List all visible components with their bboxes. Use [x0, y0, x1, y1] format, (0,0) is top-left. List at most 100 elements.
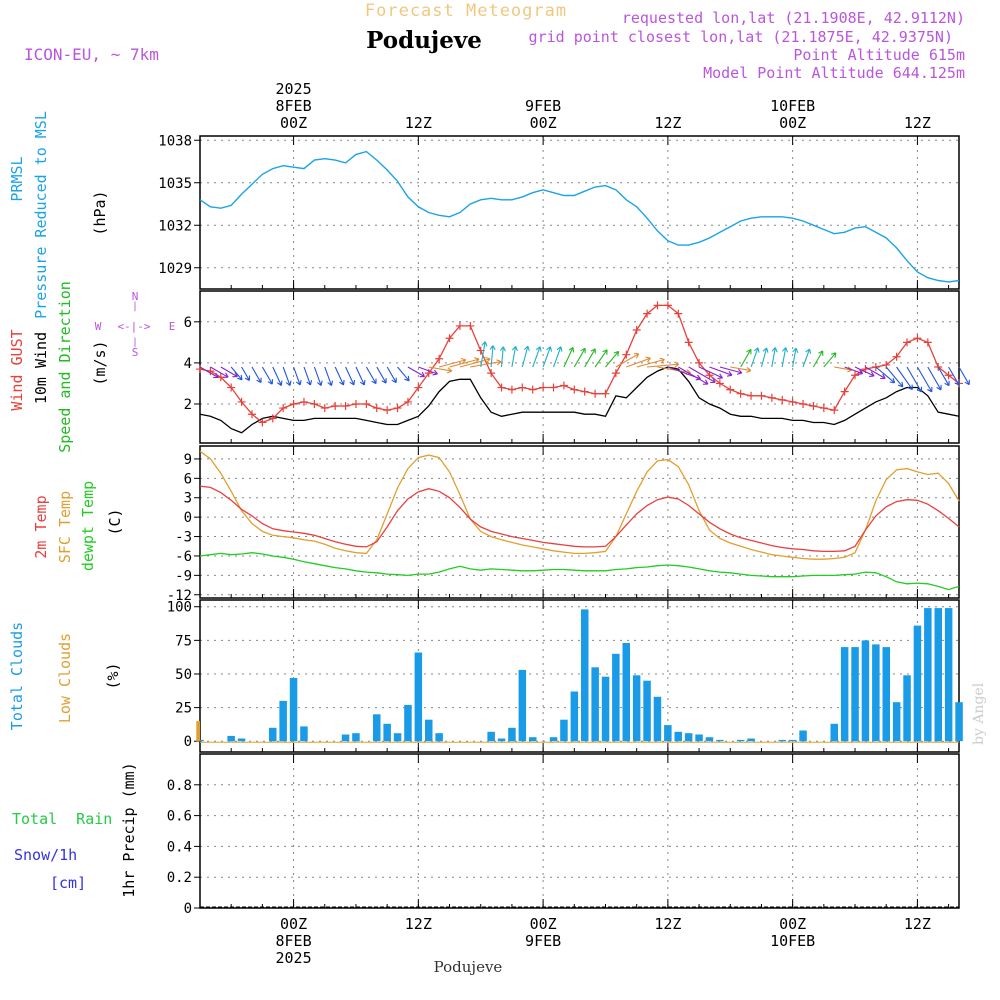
temp2m-label: 2m Temp — [32, 495, 50, 558]
gust-marker — [559, 381, 568, 390]
gust-marker — [913, 334, 922, 343]
wind-direction-arrow — [948, 366, 960, 386]
compass-w: W — [95, 320, 102, 333]
top-time-label: 12Z — [904, 114, 931, 132]
wind-label: 10m Wind — [32, 332, 50, 404]
y-tick-label: 1029 — [158, 261, 192, 277]
gust-marker — [393, 404, 402, 413]
point-altitude: Point Altitude 615m — [793, 46, 965, 64]
temp-unit: (C) — [106, 508, 124, 535]
gust-marker — [289, 399, 298, 408]
total-cloud-bar — [716, 739, 724, 742]
gust-marker — [674, 309, 683, 318]
wind-direction-arrow — [781, 347, 789, 368]
y-tick-label: -12 — [167, 588, 192, 604]
panel-frame — [199, 135, 960, 290]
gust-marker — [757, 391, 766, 400]
y-tick-label: 50 — [175, 667, 192, 683]
total-cloud-bar — [872, 644, 880, 742]
gust-marker — [487, 369, 496, 378]
gust-marker — [663, 301, 672, 310]
wind-direction-arrow — [552, 346, 563, 368]
panels: 1029 1032 1035 1038 PRMSL Pressure Reduced to… — [8, 111, 970, 917]
wind-direction-arrow — [760, 347, 769, 368]
gust-marker — [747, 391, 756, 400]
gust-marker — [819, 404, 828, 413]
wind-direction-arrow — [532, 346, 542, 368]
compass-e: E — [169, 320, 176, 333]
total-cloud-bar — [778, 739, 786, 742]
gust-marker — [372, 404, 381, 413]
gust-marker — [601, 389, 610, 398]
wind-direction-arrow — [241, 366, 251, 381]
y-tick-label: 9 — [184, 452, 192, 468]
wind-direction-arrow — [313, 366, 323, 387]
gust-marker — [684, 338, 693, 347]
wind-direction-arrow — [958, 366, 970, 386]
gust-marker — [351, 399, 360, 408]
wind-direction-arrow — [261, 366, 273, 385]
gust-marker — [809, 402, 818, 411]
gust-marker — [778, 395, 787, 404]
compass-bar-s: | — [132, 337, 138, 348]
gust-marker — [331, 402, 340, 411]
total-cloud-bar — [799, 730, 807, 742]
total-cloud-bar — [664, 725, 672, 742]
gust-marker — [455, 321, 464, 330]
wind-direction-arrow — [740, 348, 752, 368]
y-tick-label: 4 — [184, 356, 192, 372]
wind-direction-arrow — [636, 357, 665, 368]
wind-gust-label: Wind GUST — [8, 329, 26, 410]
gust-marker — [705, 371, 714, 380]
y-tick-label: 0.4 — [167, 839, 192, 855]
top-time-label: 00Z — [280, 114, 307, 132]
wind-direction-arrow — [750, 347, 760, 368]
total-cloud-bar — [601, 676, 610, 742]
total-cloud-bar — [560, 719, 568, 742]
total-cloud-bar — [674, 731, 682, 742]
wind-direction-arrow — [376, 366, 387, 384]
wind-direction-arrow — [459, 356, 491, 368]
wind-direction-arrow — [605, 350, 620, 368]
bottom-time-label: 00Z — [779, 915, 806, 933]
wind-direction-arrow — [823, 352, 837, 368]
gust-marker — [923, 338, 932, 347]
total-clouds-label: Total Clouds — [8, 622, 26, 730]
wind-direction-arrow — [844, 366, 864, 376]
wind-direction-arrow — [499, 346, 506, 368]
total-cloud-bar — [632, 675, 641, 742]
total-cloud-bar — [653, 696, 662, 742]
y-tick-label: 75 — [175, 633, 192, 649]
gust-marker — [726, 385, 735, 394]
sfc-temp-line — [199, 450, 960, 560]
wind-direction-arrow — [324, 366, 334, 387]
gust-marker — [767, 393, 776, 402]
total-cloud-bar — [955, 702, 963, 742]
gust-marker — [518, 383, 527, 392]
y-tick-label: 3 — [184, 491, 192, 507]
total-cloud-bar — [352, 733, 360, 742]
total-cloud-bar — [425, 719, 433, 742]
y-tick-label: 0 — [184, 734, 192, 750]
y-tick-label: -9 — [175, 568, 192, 584]
wind-direction-arrow — [230, 366, 243, 381]
total-cloud-bar — [851, 647, 859, 742]
dewpt-label: dewpt Temp — [79, 481, 97, 571]
wind-direction-arrow — [937, 366, 950, 387]
panel-precip: 0 0.2 0.4 0.6 0.8 Total Rain Snow/1h [cm] 1hr Pr… — [12, 753, 960, 917]
bottom-time-label: 12Z — [904, 915, 931, 933]
y-tick-label: 0 — [184, 510, 192, 526]
gust-marker — [570, 385, 579, 394]
y-tick-label: 25 — [175, 701, 192, 717]
wind-direction-arrow — [293, 366, 302, 386]
gust-marker — [279, 404, 288, 413]
wind-direction-arrow — [272, 366, 283, 386]
wind-direction-arrow — [865, 366, 886, 380]
wind-direction-arrow — [573, 347, 586, 368]
wind-direction-arrow — [397, 366, 410, 382]
precip-unit: 1hr Precip (mm) — [120, 762, 138, 897]
gust-marker — [788, 397, 797, 406]
gust-marker — [715, 379, 724, 388]
gust-marker — [903, 338, 912, 347]
panel-wind: 2 4 6 Wind GUST 10m Wind Speed and Direction (… — [8, 281, 970, 453]
